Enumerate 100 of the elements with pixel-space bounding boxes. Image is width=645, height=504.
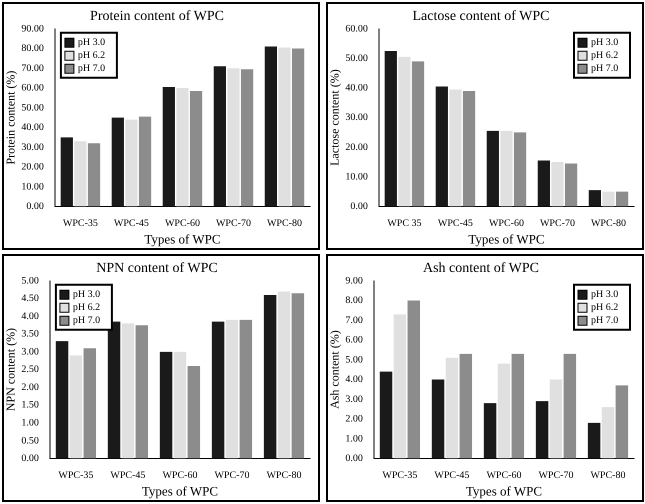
bar — [112, 118, 124, 206]
y-axis-title: Ash content (%) — [327, 330, 342, 409]
x-tick-label: WPC-60 — [486, 470, 522, 482]
bar — [264, 295, 276, 458]
chart-title: Protein content of WPC — [90, 9, 224, 24]
bar — [160, 352, 172, 458]
bar — [564, 354, 576, 458]
y-axis-title: Protein content (%) — [3, 70, 18, 165]
x-tick-label: WPC-45 — [434, 470, 470, 482]
x-tick-label: WPC-45 — [114, 218, 149, 230]
x-axis-title: Types of WPC — [144, 232, 221, 247]
y-tick-label: 4.00 — [21, 310, 39, 322]
bar — [264, 46, 278, 206]
bar — [292, 48, 304, 206]
bar — [538, 160, 550, 206]
y-tick-label: 8.00 — [345, 295, 363, 306]
x-tick-label: WPC-70 — [216, 218, 251, 230]
legend-label: pH 6.2 — [78, 50, 106, 61]
bar — [138, 116, 152, 206]
bar — [446, 358, 458, 458]
bar — [564, 163, 578, 206]
bar — [278, 48, 291, 206]
y-tick-label: 3.50 — [21, 328, 39, 340]
y-tick-label: 1.00 — [345, 433, 363, 444]
legend-label: pH 7.0 — [591, 314, 618, 326]
bar — [616, 385, 628, 458]
bar — [190, 90, 202, 206]
bar — [162, 87, 175, 206]
y-tick-label: 90.00 — [21, 23, 44, 34]
bar — [84, 348, 96, 458]
bar — [408, 300, 420, 458]
x-tick-label: WPC-80 — [590, 470, 626, 482]
x-tick-label: WPC-45 — [110, 470, 146, 482]
legend-label: pH 6.2 — [591, 302, 618, 313]
y-tick-label: 60.00 — [345, 23, 368, 34]
bar — [550, 379, 562, 458]
bar — [214, 66, 226, 206]
bar — [292, 293, 304, 458]
bar — [380, 372, 392, 458]
legend-label: pH 6.2 — [591, 50, 618, 61]
legend-label: pH 7.0 — [78, 62, 106, 74]
x-tick-label: WPC-60 — [488, 218, 524, 230]
y-tick-label: 10.00 — [21, 181, 44, 192]
bar — [394, 314, 406, 458]
x-axis-title: Types of WPC — [468, 232, 545, 247]
y-tick-label: 0.00 — [350, 201, 368, 212]
x-tick-label: WPC-70 — [540, 218, 575, 230]
legend-label: pH 3.0 — [591, 288, 618, 300]
legend-label: pH 3.0 — [78, 36, 106, 48]
bar — [240, 320, 252, 458]
bar — [56, 341, 68, 458]
y-tick-label: 7.00 — [345, 314, 363, 326]
bar — [498, 364, 510, 458]
x-tick-label: WPC-80 — [590, 218, 626, 230]
bar — [602, 407, 614, 458]
bar — [226, 320, 238, 458]
y-tick-label: 9.00 — [345, 275, 363, 286]
y-tick-label: 70.00 — [21, 62, 44, 74]
y-tick-label: 5.00 — [345, 354, 363, 366]
y-tick-label: 40.00 — [345, 82, 368, 94]
bar — [500, 130, 513, 206]
x-axis-title: Types of WPC — [142, 484, 218, 499]
bar — [212, 322, 224, 458]
y-tick-label: 50.00 — [21, 102, 44, 114]
legend-label: pH 7.0 — [72, 314, 100, 326]
bar — [88, 143, 100, 206]
x-tick-label: WPC-35 — [58, 470, 94, 482]
bar — [384, 51, 397, 206]
y-axis-title: NPN content (%) — [3, 328, 18, 412]
x-tick-label: WPC-80 — [266, 218, 302, 230]
x-tick-label: WPC-45 — [438, 218, 473, 230]
x-tick-label: WPC-70 — [538, 470, 574, 482]
y-tick-label: 30.00 — [21, 142, 44, 153]
y-tick-label: 0.00 — [21, 453, 39, 464]
legend-label: pH 3.0 — [72, 288, 100, 300]
y-tick-label: 6.00 — [345, 334, 363, 346]
bar — [136, 325, 148, 458]
y-tick-label: 60.00 — [21, 82, 44, 94]
legend-label: pH 6.2 — [72, 302, 100, 313]
bar — [536, 401, 548, 458]
bar — [60, 137, 73, 206]
bar — [70, 355, 82, 458]
bar — [512, 354, 524, 458]
bar — [486, 130, 499, 206]
y-tick-label: 1.50 — [21, 400, 39, 411]
bar — [551, 162, 564, 206]
y-tick-label: 40.00 — [21, 122, 44, 134]
x-tick-label: WPC-60 — [164, 218, 200, 230]
y-tick-label: 0.50 — [21, 435, 39, 446]
bar — [588, 422, 600, 458]
chart-title: NPN content of WPC — [96, 261, 218, 276]
x-tick-label: WPC-70 — [214, 470, 250, 482]
bar — [74, 141, 87, 206]
bar — [432, 379, 444, 458]
y-tick-label: 10.00 — [345, 171, 368, 182]
bar — [122, 323, 134, 458]
y-tick-label: 2.50 — [21, 364, 39, 376]
chart-title: Ash content of WPC — [422, 261, 540, 276]
x-tick-label: WPC-60 — [162, 470, 198, 482]
bar — [108, 322, 120, 458]
